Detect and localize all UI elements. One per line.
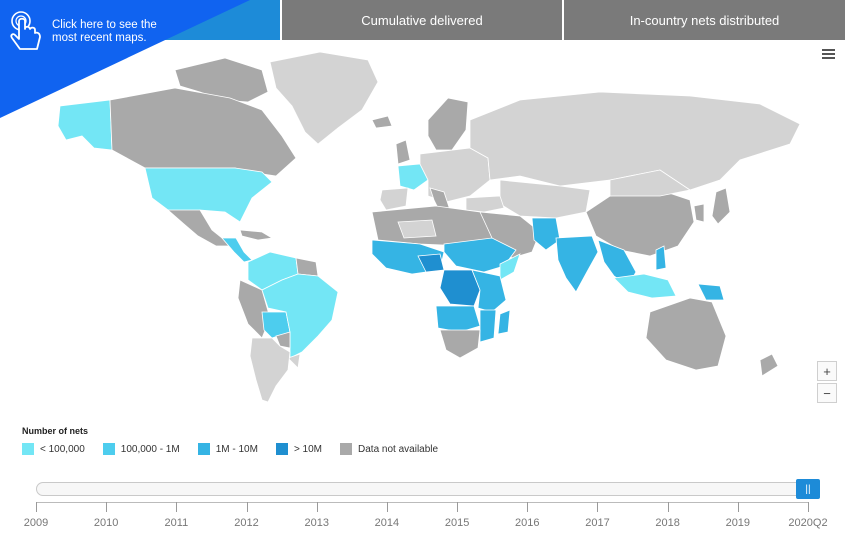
region-scandinavia[interactable] — [427, 97, 469, 151]
recent-maps-callout[interactable] — [0, 0, 250, 118]
region-new-zealand[interactable] — [759, 353, 779, 377]
timeline-tick — [386, 502, 388, 512]
region-australia[interactable] — [645, 297, 727, 371]
legend-item-gt-10m[interactable]: > 10M — [275, 443, 323, 455]
zoom-out-button[interactable]: − — [817, 383, 837, 403]
timeline-tick — [316, 502, 318, 512]
timeline-tick — [808, 502, 809, 512]
legend: < 100,000 100,000 - 1M 1M - 10M > 10M Da… — [22, 441, 456, 457]
region-brazil[interactable] — [261, 273, 339, 359]
timeline-tick-label[interactable]: 2016 — [515, 517, 540, 529]
callout-text[interactable]: Click here to see the most recent maps. — [52, 19, 157, 44]
region-india[interactable] — [555, 235, 599, 293]
timeline-tick — [36, 502, 37, 512]
region-greenland[interactable] — [269, 51, 379, 145]
legend-label: > 10M — [293, 443, 323, 455]
timeline-tick-label[interactable]: 2009 — [23, 517, 49, 529]
timeline-tick — [737, 502, 739, 512]
region-usa[interactable] — [144, 167, 273, 223]
region-guianas[interactable] — [295, 257, 319, 277]
timeline-tick-label[interactable]: 2012 — [234, 517, 259, 529]
zoom-in-button[interactable]: + — [817, 361, 837, 381]
timeline-tick — [176, 502, 178, 512]
region-angola-zambia[interactable] — [435, 305, 481, 333]
legend-swatch — [340, 443, 353, 455]
legend-label: < 100,000 — [40, 443, 85, 455]
timeline-tick — [527, 502, 529, 512]
timeline-tick-label[interactable]: 2019 — [725, 517, 751, 529]
legend-item-100k-1m[interactable]: 100,000 - 1M — [102, 443, 180, 455]
hamburger-menu-icon[interactable] — [820, 47, 838, 63]
region-paraguay[interactable] — [275, 331, 291, 349]
region-turkey[interactable] — [465, 195, 505, 213]
pointing-hand-icon[interactable] — [7, 9, 47, 55]
region-uk[interactable] — [395, 139, 411, 165]
timeline-slider-track[interactable] — [36, 482, 816, 496]
timeline-tick-label[interactable]: 2018 — [655, 517, 680, 529]
timeline-tick — [597, 502, 599, 512]
timeline-tick-label[interactable]: 2010 — [93, 517, 119, 529]
region-russia[interactable] — [469, 91, 801, 191]
timeline-tick-label[interactable]: 2017 — [585, 517, 610, 529]
timeline-tick-label[interactable]: 2011 — [164, 517, 189, 529]
legend-swatch — [102, 443, 115, 455]
legend-item-no-data[interactable]: Data not available — [340, 443, 438, 455]
region-argentina-chile[interactable] — [249, 337, 291, 403]
region-madagascar[interactable] — [497, 309, 511, 335]
region-mongolia[interactable] — [609, 169, 692, 197]
legend-item-1m-10m[interactable]: 1M - 10M — [197, 443, 258, 455]
region-iberia[interactable] — [379, 187, 409, 211]
tab-cumulative-delivered[interactable]: Cumulative delivered — [282, 0, 562, 40]
timeline-tick — [667, 502, 669, 512]
timeline-tick — [106, 502, 108, 512]
region-afghanistan-pakistan[interactable] — [531, 217, 561, 251]
timeline-tick — [246, 502, 248, 512]
legend-item-lt-100k[interactable]: < 100,000 — [22, 443, 85, 455]
timeline-tick-label[interactable]: 2020Q2 — [788, 517, 828, 529]
legend-label: Data not available — [358, 443, 439, 455]
legend-label: 100,000 - 1M — [120, 443, 180, 455]
legend-swatch — [22, 443, 34, 455]
region-somalia[interactable] — [499, 253, 521, 281]
region-uruguay[interactable] — [287, 353, 301, 369]
region-caribbean[interactable] — [239, 229, 274, 241]
region-sahara[interactable] — [397, 219, 437, 239]
region-central-america[interactable] — [221, 237, 253, 263]
legend-swatch — [275, 443, 288, 455]
region-japan[interactable] — [711, 187, 731, 225]
timeline-tick-label[interactable]: 2013 — [304, 517, 329, 529]
region-france[interactable] — [397, 163, 429, 191]
region-southern-africa[interactable] — [439, 329, 481, 359]
timeline-tick — [457, 502, 459, 512]
timeline-slider-handle[interactable]: || — [796, 479, 820, 499]
region-europe[interactable] — [419, 147, 491, 203]
timeline-axis — [36, 502, 808, 503]
region-central-asia[interactable] — [499, 179, 591, 219]
region-korea[interactable] — [693, 203, 705, 223]
region-indonesia[interactable] — [613, 273, 677, 299]
legend-title: Number of nets — [22, 426, 89, 436]
region-png[interactable] — [697, 283, 725, 301]
legend-swatch — [197, 443, 210, 455]
timeline-tick-label[interactable]: 2014 — [374, 517, 400, 529]
region-iceland[interactable] — [371, 115, 393, 129]
region-philippines[interactable] — [655, 245, 667, 271]
timeline-tick-label[interactable]: 2015 — [444, 517, 470, 529]
region-mozambique[interactable] — [479, 309, 497, 343]
legend-label: 1M - 10M — [215, 443, 258, 455]
tab-in-country-distributed[interactable]: In-country nets distributed — [564, 0, 845, 40]
region-sudan-horn[interactable] — [443, 237, 517, 273]
